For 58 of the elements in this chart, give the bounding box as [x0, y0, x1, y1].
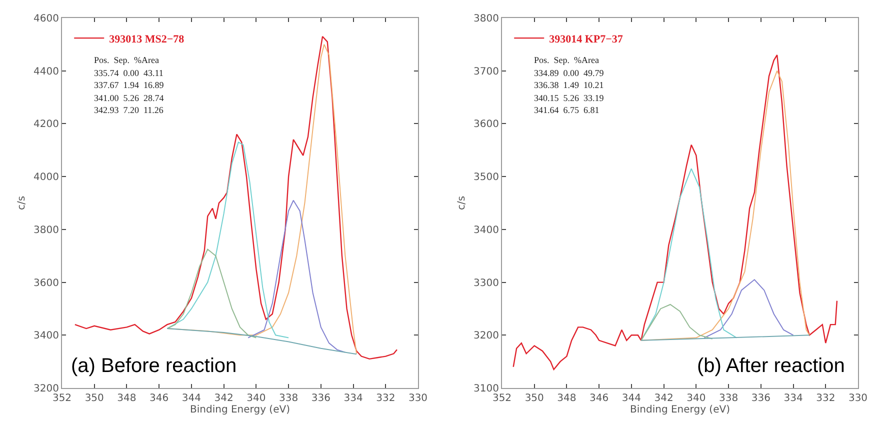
x-tick-label: 336	[311, 393, 330, 404]
legend-label: 393013 MS2−78	[109, 33, 185, 46]
x-tick-label: 342	[654, 393, 674, 404]
x-tick-label: 348	[557, 393, 576, 404]
y-tick-label: 3100	[474, 384, 499, 394]
x-tick-label: 352	[52, 393, 72, 404]
y-tick-label: 3400	[474, 224, 499, 236]
annotation: 334.89 0.00 49.79	[534, 68, 604, 78]
annotation: 337.67 1.94 16.89	[94, 80, 164, 90]
y-tick-label: 3600	[474, 119, 499, 130]
y-tick-label: 3200	[34, 384, 59, 394]
annotation: Pos. Sep. %Area	[94, 55, 159, 65]
annotation: 341.00 5.26 28.74	[94, 93, 164, 103]
x-tick-label: 338	[719, 393, 738, 404]
x-tick-label: 330	[408, 393, 428, 404]
x-tick-label: 338	[279, 393, 298, 404]
y-tick-label: 3500	[474, 172, 499, 184]
y-axis-title: c/s	[456, 196, 468, 210]
y-axis-title: c/s	[16, 196, 28, 210]
annotation: 340.15 5.26 33.19	[534, 93, 604, 103]
x-axis-title: Binding Energy (eV)	[630, 404, 730, 416]
x-tick-label: 332	[376, 393, 396, 404]
x-tick-label: 342	[214, 393, 234, 404]
x-axis-title: Binding Energy (eV)	[190, 404, 290, 416]
x-tick-label: 332	[816, 393, 836, 404]
annotation: 342.93 7.20 11.26	[94, 105, 164, 115]
x-tick-label: 340	[246, 393, 266, 404]
annotation: Pos. Sep. %Area	[534, 55, 599, 65]
legend-label: 393014 KP7−37	[549, 33, 624, 46]
x-tick-label: 330	[848, 393, 868, 404]
y-tick-label: 3300	[474, 278, 499, 289]
annotation: 335.74 0.00 43.11	[94, 68, 164, 78]
x-tick-label: 348	[117, 393, 136, 404]
x-tick-label: 334	[344, 393, 363, 404]
annotation: 336.38 1.49 10.21	[534, 80, 604, 90]
x-tick-label: 344	[622, 393, 641, 404]
y-tick-label: 3200	[474, 330, 499, 342]
annotation: (b) After reaction	[697, 355, 845, 377]
y-tick-label: 3700	[474, 66, 499, 78]
y-tick-label: 4000	[34, 172, 59, 184]
y-tick-label: 4400	[34, 66, 59, 78]
x-tick-label: 346	[590, 393, 609, 404]
x-tick-label: 350	[524, 393, 544, 404]
y-tick-label: 3800	[474, 14, 499, 24]
x-tick-label: 346	[150, 393, 169, 404]
x-tick-label: 336	[751, 393, 770, 404]
y-tick-label: 3600	[34, 278, 59, 289]
y-tick-label: 4600	[34, 14, 59, 24]
y-tick-label: 3400	[34, 330, 59, 342]
annotation: (a) Before reaction	[71, 355, 237, 377]
x-tick-label: 344	[182, 393, 201, 404]
x-tick-label: 334	[784, 393, 803, 404]
x-tick-label: 352	[492, 393, 512, 404]
x-tick-label: 340	[686, 393, 706, 404]
annotation: 341.64 6.75 6.81	[534, 105, 600, 115]
x-tick-label: 350	[84, 393, 104, 404]
y-tick-label: 4200	[34, 119, 59, 130]
y-tick-label: 3800	[34, 224, 59, 236]
